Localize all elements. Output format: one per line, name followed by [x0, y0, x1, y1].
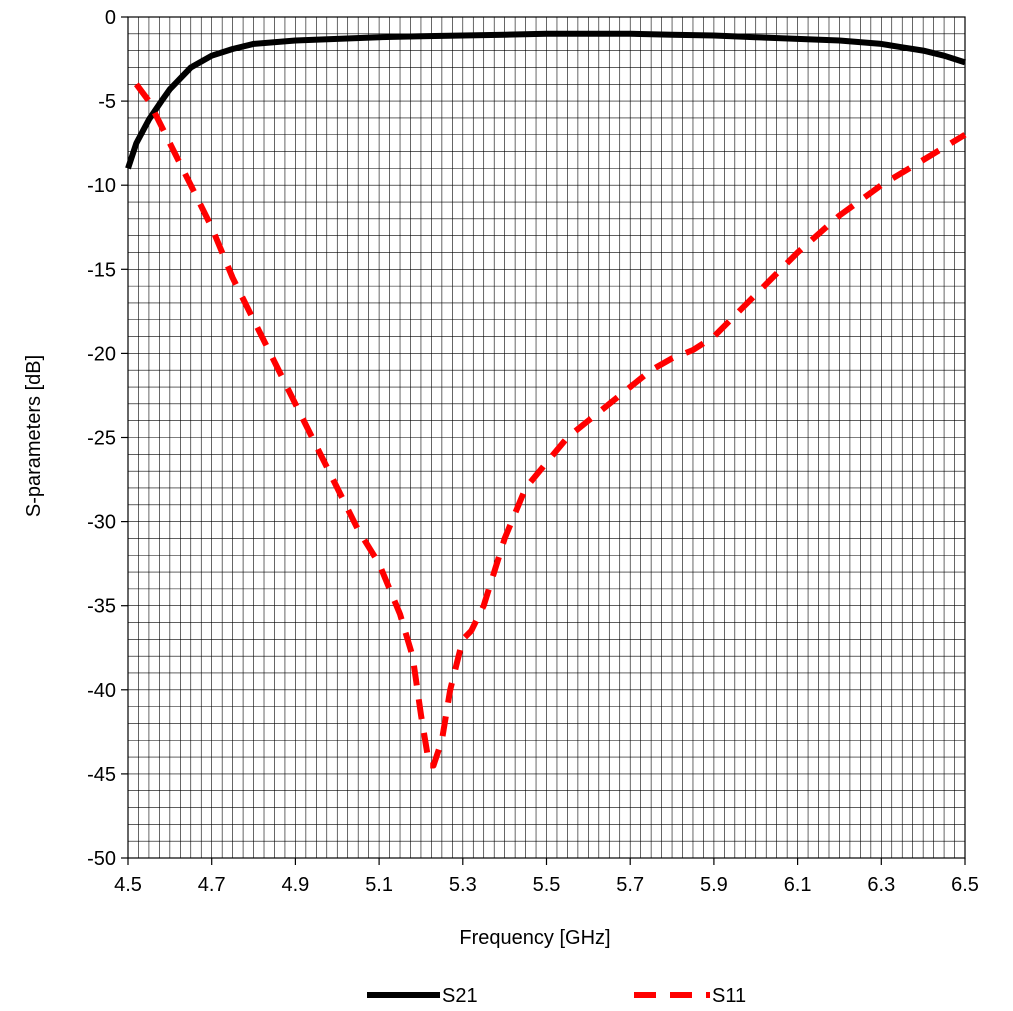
x-tick-label: 4.5 — [114, 874, 142, 896]
x-axis-ticks: 4.5 4.7 4.9 5.1 5.3 5.5 5.7 5.9 6.1 6.3 6.5 — [114, 858, 979, 896]
x-tick-label: 6.5 — [951, 874, 979, 896]
x-tick-label: 5.3 — [449, 874, 477, 896]
x-tick-label: 6.3 — [867, 874, 895, 896]
x-tick-label: 5.7 — [616, 874, 644, 896]
series-layer — [125, 30, 967, 769]
y-tick-label: -50 — [87, 848, 116, 870]
series-line-s11 — [133, 82, 967, 769]
x-tick-label: 5.1 — [365, 874, 393, 896]
y-tick-label: -30 — [87, 512, 116, 534]
minor-grid — [128, 17, 965, 858]
x-tick-label: 5.5 — [533, 874, 561, 896]
x-tick-label: 4.9 — [281, 874, 309, 896]
y-axis-ticks: 0 -5 -10 -15 -20 -25 -30 -35 -40 -45 -50 — [87, 7, 128, 870]
legend-label-s21: S21 — [442, 985, 478, 1007]
y-axis-title: S-parameters [dB] — [23, 355, 45, 517]
y-tick-label: -25 — [87, 428, 116, 450]
y-tick-label: -40 — [87, 680, 116, 702]
legend: S21 S11 — [367, 985, 746, 1007]
y-tick-label: -35 — [87, 596, 116, 618]
series-line-s21 — [125, 30, 966, 170]
y-tick-label: -45 — [87, 764, 116, 786]
y-tick-label: -5 — [98, 91, 116, 113]
x-axis-title: Frequency [GHz] — [459, 927, 610, 949]
x-tick-label: 4.7 — [198, 874, 226, 896]
y-tick-label: -10 — [87, 175, 116, 197]
y-tick-label: 0 — [105, 7, 116, 29]
y-tick-label: -15 — [87, 259, 116, 281]
y-tick-label: -20 — [87, 343, 116, 365]
x-tick-label: 6.1 — [784, 874, 812, 896]
x-tick-label: 5.9 — [700, 874, 728, 896]
legend-label-s11: S11 — [712, 985, 746, 1007]
